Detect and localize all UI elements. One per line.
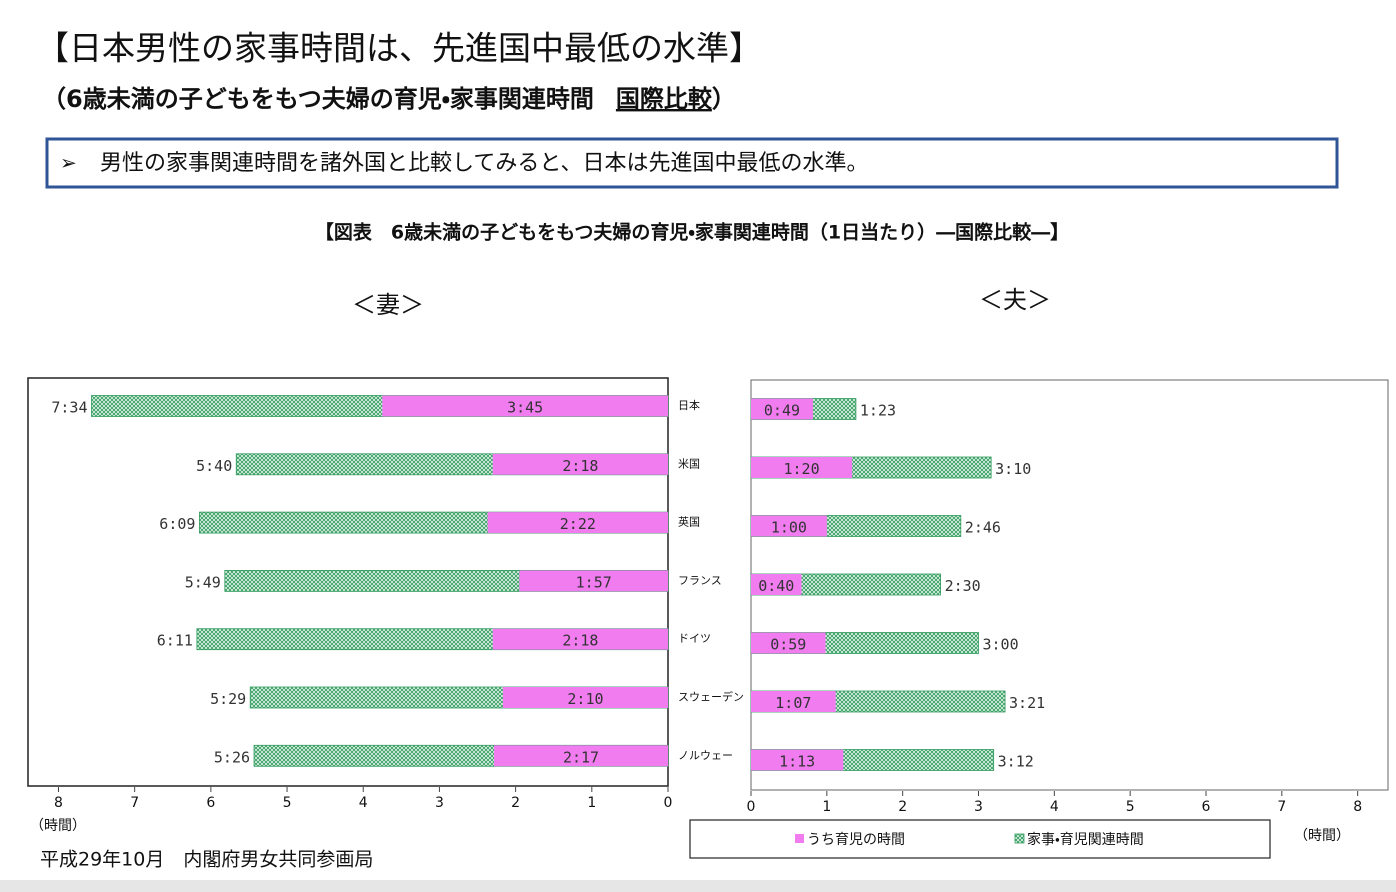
bar bbox=[492, 628, 668, 650]
value-label: 2:22 bbox=[560, 515, 596, 533]
chart-title: ＜夫＞ bbox=[979, 286, 1051, 314]
bar bbox=[751, 574, 802, 595]
value-label: 2:17 bbox=[563, 748, 599, 766]
value-label: 3:45 bbox=[507, 399, 543, 417]
value-label: 6:11 bbox=[157, 632, 193, 650]
x-tick-label: 5 bbox=[1126, 799, 1135, 815]
category-label: 米国 bbox=[678, 457, 700, 470]
bar bbox=[502, 687, 668, 708]
bottom-strip bbox=[0, 880, 1396, 892]
category-label: ノルウェー bbox=[678, 749, 733, 762]
x-tick-label: 8 bbox=[54, 795, 63, 811]
x-tick-label: 2 bbox=[511, 795, 520, 811]
value-label: 3:10 bbox=[995, 460, 1031, 478]
subtitle-emphasis: 国際比較 bbox=[616, 85, 713, 113]
x-tick-label: 4 bbox=[359, 795, 368, 811]
callout-bullet: ➢ bbox=[60, 151, 77, 175]
footer: 平成29年10月 内閣府男女共同参画局 bbox=[40, 849, 373, 871]
value-label: 1:20 bbox=[783, 460, 819, 478]
chart-title: ＜妻＞ bbox=[352, 291, 424, 319]
value-label: 1:57 bbox=[576, 573, 612, 591]
category-label: フランス bbox=[678, 574, 722, 587]
bar bbox=[751, 691, 836, 712]
value-label: 5:49 bbox=[185, 573, 221, 591]
x-tick-label: 0 bbox=[747, 799, 756, 815]
value-label: 2:46 bbox=[965, 519, 1001, 537]
value-label: 5:26 bbox=[214, 748, 250, 766]
x-tick-label: 5 bbox=[283, 795, 292, 811]
value-label: 1:13 bbox=[779, 753, 815, 771]
bar bbox=[751, 515, 827, 537]
legend-swatch bbox=[1014, 833, 1025, 844]
value-label: 3:21 bbox=[1009, 694, 1045, 712]
value-label: 1:00 bbox=[771, 519, 807, 537]
bar bbox=[492, 453, 668, 475]
category-label: ドイツ bbox=[678, 632, 711, 645]
x-tick-label: 8 bbox=[1353, 799, 1362, 815]
bar bbox=[487, 512, 668, 534]
category-label: スウェーデン bbox=[678, 690, 744, 704]
bar bbox=[519, 570, 668, 592]
value-label: 6:09 bbox=[159, 515, 195, 533]
value-label: 0:49 bbox=[764, 402, 800, 420]
bar bbox=[382, 395, 668, 417]
callout-box bbox=[45, 137, 1339, 189]
value-label: 2:18 bbox=[562, 457, 598, 475]
x-tick-label: 3 bbox=[435, 795, 444, 811]
callout-text: 男性の家事関連時間を諸外国と比較してみると、日本は先進国中最低の水準。 bbox=[100, 151, 868, 176]
x-tick-label: 1 bbox=[822, 799, 831, 815]
subtitle: （6歳未満の子どもをもつ夫婦の育児・家事関連時間 国際比較） bbox=[42, 85, 736, 113]
x-tick-label: 6 bbox=[1202, 799, 1211, 815]
value-label: 3:00 bbox=[983, 636, 1019, 654]
legend-swatch bbox=[795, 834, 804, 843]
value-label: 7:34 bbox=[51, 399, 87, 417]
bar bbox=[751, 398, 813, 420]
x-tick-label: 7 bbox=[1277, 799, 1286, 815]
subtitle-end: ） bbox=[712, 85, 736, 113]
legend-label: 家事・育児関連時間 bbox=[1027, 831, 1144, 848]
x-tick-label: 1 bbox=[587, 795, 596, 811]
legend-box bbox=[689, 819, 1271, 859]
value-label: 2:18 bbox=[562, 632, 598, 650]
value-label: 0:59 bbox=[770, 636, 806, 654]
value-label: 1:23 bbox=[860, 402, 896, 420]
subtitle-main: （6歳未満の子どもをもつ夫婦の育児・家事関連時間 bbox=[42, 85, 594, 113]
bar bbox=[751, 457, 853, 478]
bar bbox=[751, 632, 826, 654]
value-label: 0:40 bbox=[758, 577, 794, 595]
legend-label: うち育児の時間 bbox=[807, 832, 905, 848]
category-label: 英国 bbox=[678, 515, 700, 529]
value-label: 2:10 bbox=[567, 690, 603, 708]
x-axis-label: （時間） bbox=[1294, 828, 1350, 844]
value-label: 5:40 bbox=[196, 457, 232, 475]
bar bbox=[494, 745, 668, 767]
value-label: 3:12 bbox=[998, 753, 1034, 771]
x-tick-label: 3 bbox=[974, 799, 983, 815]
title: 【日本男性の家事時間は、先進国中最低の水準】 bbox=[36, 29, 762, 68]
x-tick-label: 2 bbox=[898, 799, 907, 815]
x-tick-label: 4 bbox=[1050, 799, 1059, 815]
value-label: 5:29 bbox=[210, 690, 246, 708]
bar bbox=[751, 749, 844, 771]
x-axis-label: （時間） bbox=[30, 818, 86, 834]
x-tick-label: 0 bbox=[664, 795, 673, 811]
x-tick-label: 6 bbox=[206, 795, 215, 811]
value-label: 2:30 bbox=[945, 577, 981, 595]
figure-caption: 【図表 6歳未満の子どもをもつ夫婦の育児・家事関連時間（1日当たり）―国際比較―… bbox=[315, 221, 1069, 244]
value-label: 1:07 bbox=[775, 694, 811, 712]
x-tick-label: 7 bbox=[130, 795, 139, 811]
category-label: 日本 bbox=[678, 398, 700, 412]
